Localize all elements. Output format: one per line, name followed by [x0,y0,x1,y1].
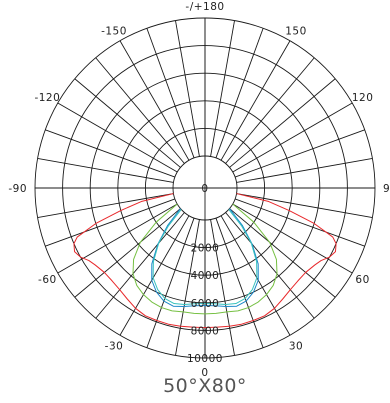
grid-spoke [234,129,365,178]
grid-spoke [210,219,235,356]
grid-spoke [225,57,315,164]
grid-spoke [175,219,200,356]
grid-spoke [215,28,264,159]
grid-spoke [74,78,181,168]
angle-label: -150 [101,25,127,37]
angle-label: 150 [285,25,307,37]
polar-grid [34,17,376,359]
angle-label: 0 [201,367,208,379]
angle-label: 90 [383,183,390,195]
grid-spoke [236,193,373,218]
grid-ring [89,72,321,304]
grid-ring [117,100,293,276]
grid-spoke [146,28,195,159]
grid-ring [34,17,376,359]
radial-tick-label: 2000 [191,243,220,255]
series-curve-3 [151,208,259,307]
grid-spoke [74,208,181,298]
radial-tick-label: 8000 [191,325,220,337]
grid-spoke [232,203,353,274]
grid-spoke [232,102,353,173]
grid-spoke [175,20,200,157]
grid-ring [144,127,266,249]
series-curve-1 [73,193,337,329]
grid-ring [62,45,348,331]
angle-label: 120 [352,92,374,104]
angle-label: -90 [8,183,27,195]
angle-label: -120 [34,92,60,104]
axis-labels: 0 2000 4000 6000 8000 10000 -/+180 150 120 90 60 30… [8,1,390,379]
grid-spoke [229,78,336,168]
grid-spoke [119,40,190,161]
angle-label: 30 [289,341,303,353]
grid-spoke [37,158,174,183]
radial-tick-label: 10000 [187,353,223,365]
grid-spoke [37,193,174,218]
grid-spoke [119,215,190,336]
series-curve-4 [152,209,258,305]
grid-spoke [45,198,176,247]
grid-spoke [57,203,178,274]
grid-spoke [234,198,365,247]
angle-label: -/+180 [185,1,224,13]
grid-spoke [57,102,178,173]
grid-spoke [229,208,336,298]
series-curve-2 [132,203,278,315]
grid-spoke [236,158,373,183]
radial-tick-label: 6000 [191,298,220,310]
series-curves [73,193,337,329]
grid-spoke [220,40,291,161]
grid-spoke [45,129,176,178]
chart-title: 50°X80° [163,375,247,397]
angle-label: -30 [105,341,124,353]
grid-spoke [146,217,195,348]
angle-label: 60 [355,274,369,286]
grid-spoke [210,20,235,157]
grid-spoke [95,212,185,319]
grid-spoke [220,215,291,336]
radial-tick-label: 4000 [191,270,220,282]
grid-spoke [95,57,185,164]
grid-spoke [225,212,315,319]
radial-tick-label: 0 [201,183,208,195]
grid-ring [172,155,238,221]
grid-spoke [215,217,264,348]
angle-label: -60 [38,274,57,286]
